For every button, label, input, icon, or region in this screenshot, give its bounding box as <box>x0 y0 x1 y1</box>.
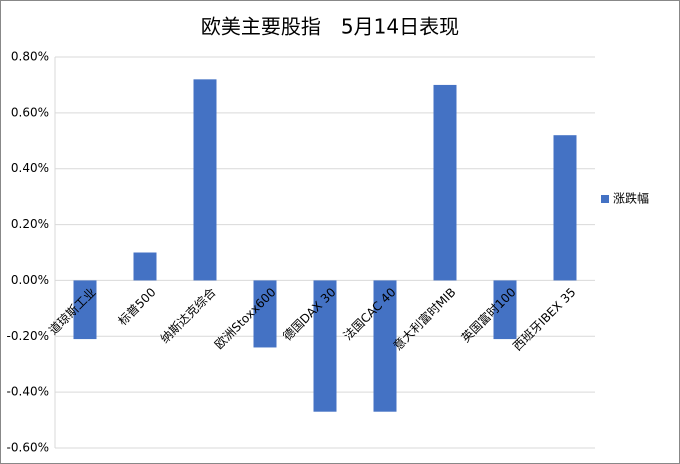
bar <box>373 280 397 412</box>
y-tick-label: 0.40% <box>11 161 49 175</box>
bar <box>433 84 457 281</box>
y-tick-label: -0.20% <box>7 329 49 343</box>
legend-swatch <box>601 195 609 203</box>
y-tick-label: 0.20% <box>11 217 49 231</box>
y-tick-label: -0.60% <box>7 441 49 455</box>
y-tick-label: 0.60% <box>11 105 49 119</box>
y-tick-label: -0.40% <box>7 385 49 399</box>
bar <box>73 280 97 340</box>
bar <box>253 280 277 348</box>
bar <box>493 280 517 340</box>
bar <box>193 79 217 281</box>
bar <box>313 280 337 412</box>
y-tick-label: 0.00% <box>11 273 49 287</box>
chart-title: 欧美主要股指 5月14日表现 <box>201 15 459 39</box>
legend-label: 涨跌幅 <box>613 191 649 206</box>
bar <box>553 135 577 281</box>
y-tick-label: 0.80% <box>11 50 49 64</box>
bar <box>133 252 157 281</box>
